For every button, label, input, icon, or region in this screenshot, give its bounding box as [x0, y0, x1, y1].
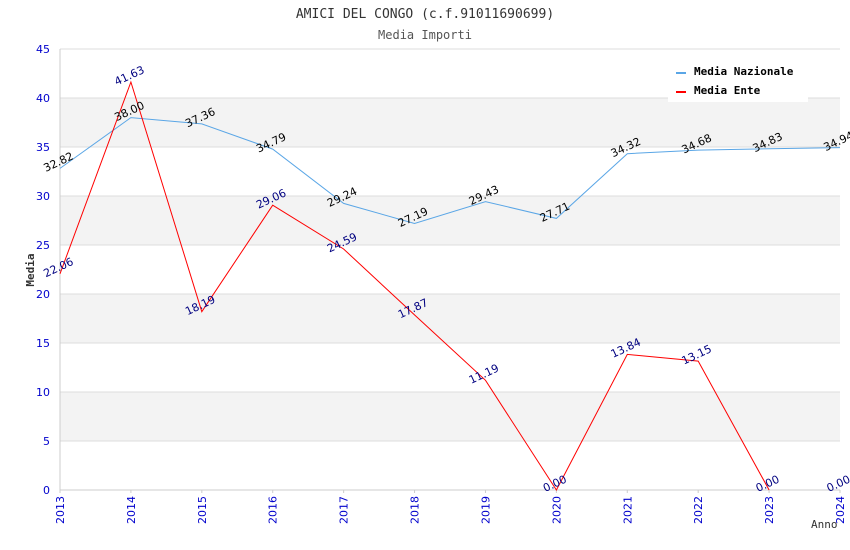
- y-axis-title: Media: [24, 253, 37, 286]
- y-tick-label: 15: [36, 337, 50, 350]
- grid-band: [60, 147, 840, 196]
- grid-band: [60, 196, 840, 245]
- x-tick-label: 2015: [196, 496, 209, 524]
- y-tick-label: 20: [36, 288, 50, 301]
- x-tick-labels: 2013 2014 2015 2016 2017 2018 2019 2020 2021 2022…: [54, 490, 847, 524]
- y-tick-label: 30: [36, 190, 50, 203]
- series-line-media-ente: [59, 80, 770, 491]
- gridlines: [60, 48, 840, 491]
- legend-label-media-ente: Media Ente: [694, 84, 761, 97]
- y-tick-label: 10: [36, 386, 50, 399]
- x-tick-label: 2016: [267, 496, 280, 524]
- grid-band: [60, 441, 840, 490]
- chart-title: AMICI DEL CONGO (c.f.91011690699): [296, 7, 554, 22]
- y-tick-label: 40: [36, 92, 50, 105]
- y-tick-label: 45: [36, 43, 50, 56]
- x-tick-label: 2021: [621, 496, 634, 524]
- y-tick-label: 0: [43, 484, 50, 497]
- x-tick-label: 2020: [550, 496, 563, 524]
- grid-band: [60, 98, 840, 147]
- x-tick-label: 2018: [409, 496, 422, 524]
- y-tick-label: 25: [36, 239, 50, 252]
- series-lines: [59, 80, 841, 491]
- grid-band: [60, 343, 840, 392]
- legend: Media Nazionale Media Ente: [668, 58, 808, 102]
- x-tick-label: 2022: [692, 496, 705, 524]
- series-line-media-nazionale: [59, 117, 841, 225]
- legend-label-media-nazionale: Media Nazionale: [694, 65, 794, 78]
- x-axis-title: Anno: [811, 518, 838, 531]
- y-tick-labels: 0 5 10 15 20 25 30 35 40 45: [36, 43, 50, 497]
- x-tick-label: 2024: [834, 496, 847, 524]
- x-tick-label: 2013: [54, 496, 67, 524]
- grid-band: [60, 392, 840, 441]
- plot-background-bands: [60, 49, 840, 490]
- legend-box: [668, 58, 808, 102]
- y-tick-label: 35: [36, 141, 50, 154]
- x-tick-label: 2023: [763, 496, 776, 524]
- chart-subtitle: Media Importi: [378, 28, 472, 42]
- y-tick-label: 5: [43, 435, 50, 448]
- grid-band: [60, 245, 840, 294]
- grid-band: [60, 294, 840, 343]
- x-tick-label: 2014: [125, 496, 138, 524]
- x-tick-label: 2019: [479, 496, 492, 524]
- x-tick-label: 2017: [338, 496, 351, 524]
